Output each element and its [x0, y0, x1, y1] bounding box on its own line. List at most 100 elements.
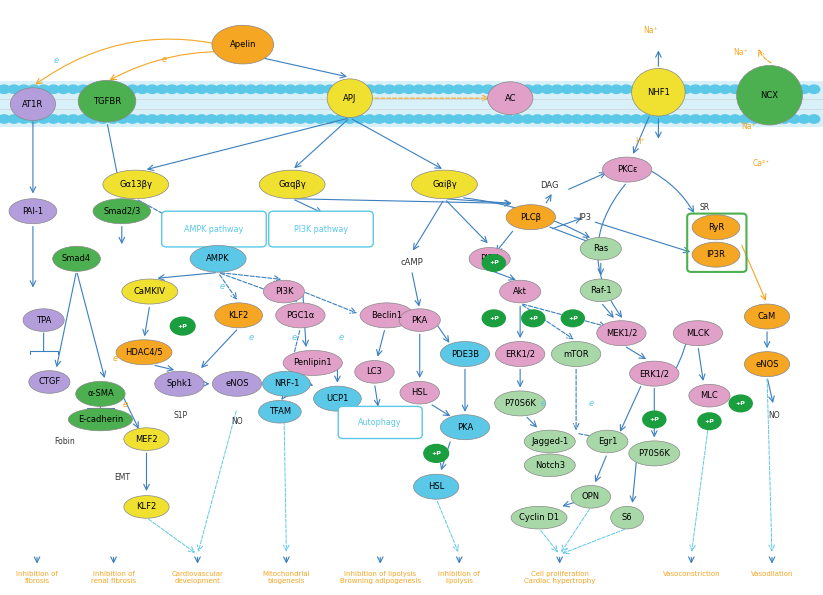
- Ellipse shape: [212, 371, 262, 396]
- Text: Vasoconstriction: Vasoconstriction: [663, 571, 720, 577]
- Ellipse shape: [737, 65, 802, 125]
- Circle shape: [463, 85, 474, 93]
- Circle shape: [48, 85, 59, 93]
- Text: Penlipin1: Penlipin1: [294, 358, 332, 368]
- Text: AMPK: AMPK: [207, 254, 230, 264]
- Circle shape: [690, 85, 701, 93]
- Circle shape: [265, 85, 277, 93]
- Text: Akt: Akt: [514, 287, 527, 296]
- Circle shape: [482, 115, 494, 123]
- Circle shape: [28, 85, 40, 93]
- Circle shape: [719, 115, 731, 123]
- Circle shape: [630, 115, 642, 123]
- Text: SR: SR: [700, 202, 709, 212]
- Text: MEK1/2: MEK1/2: [606, 328, 637, 338]
- Text: Gαiβγ: Gαiβγ: [432, 180, 457, 189]
- Circle shape: [403, 85, 415, 93]
- Circle shape: [769, 115, 780, 123]
- Circle shape: [502, 85, 514, 93]
- Circle shape: [472, 85, 484, 93]
- Text: E-cadherin: E-cadherin: [78, 415, 123, 424]
- Circle shape: [206, 115, 217, 123]
- FancyBboxPatch shape: [268, 211, 373, 247]
- Ellipse shape: [360, 303, 413, 328]
- Circle shape: [107, 85, 119, 93]
- Circle shape: [729, 395, 752, 412]
- Ellipse shape: [580, 237, 621, 260]
- Circle shape: [314, 115, 326, 123]
- Text: e: e: [220, 282, 225, 292]
- Ellipse shape: [276, 303, 325, 328]
- Circle shape: [680, 115, 691, 123]
- Ellipse shape: [327, 79, 372, 118]
- Circle shape: [226, 115, 237, 123]
- Text: APJ: APJ: [343, 93, 356, 103]
- Circle shape: [374, 85, 385, 93]
- Ellipse shape: [440, 415, 490, 440]
- Ellipse shape: [76, 381, 125, 406]
- Circle shape: [295, 85, 306, 93]
- Circle shape: [463, 115, 474, 123]
- Ellipse shape: [571, 486, 611, 508]
- Circle shape: [788, 115, 800, 123]
- Circle shape: [384, 115, 395, 123]
- Circle shape: [482, 85, 494, 93]
- Ellipse shape: [744, 352, 790, 377]
- Ellipse shape: [103, 170, 169, 199]
- Circle shape: [216, 85, 227, 93]
- Circle shape: [660, 85, 672, 93]
- Ellipse shape: [551, 342, 601, 367]
- Circle shape: [650, 115, 662, 123]
- Ellipse shape: [629, 441, 680, 466]
- Circle shape: [364, 115, 375, 123]
- Text: MEF2: MEF2: [135, 434, 158, 444]
- Circle shape: [28, 115, 40, 123]
- Circle shape: [630, 85, 642, 93]
- Circle shape: [127, 115, 138, 123]
- Text: Na⁺: Na⁺: [643, 26, 658, 36]
- Circle shape: [245, 115, 257, 123]
- Circle shape: [522, 310, 545, 327]
- Ellipse shape: [632, 68, 685, 116]
- Circle shape: [206, 85, 217, 93]
- Circle shape: [196, 115, 207, 123]
- Text: Smad2/3: Smad2/3: [103, 206, 141, 216]
- Circle shape: [522, 85, 533, 93]
- Circle shape: [374, 115, 385, 123]
- Circle shape: [453, 115, 464, 123]
- Text: Cardiovascular
development: Cardiovascular development: [171, 571, 224, 584]
- FancyBboxPatch shape: [0, 81, 823, 127]
- Text: CaM: CaM: [758, 312, 776, 321]
- Circle shape: [433, 115, 444, 123]
- Ellipse shape: [399, 309, 440, 331]
- Circle shape: [156, 85, 168, 93]
- Circle shape: [196, 85, 207, 93]
- Circle shape: [512, 115, 523, 123]
- FancyBboxPatch shape: [161, 211, 266, 247]
- Ellipse shape: [263, 371, 310, 396]
- Circle shape: [700, 115, 711, 123]
- Text: H⁺: H⁺: [635, 137, 645, 146]
- Ellipse shape: [495, 342, 545, 367]
- Circle shape: [729, 85, 741, 93]
- Text: Raf-1: Raf-1: [590, 286, 611, 295]
- Text: ERK1/2: ERK1/2: [639, 369, 669, 378]
- Circle shape: [235, 85, 247, 93]
- Circle shape: [591, 85, 602, 93]
- Circle shape: [166, 115, 178, 123]
- Text: HSL: HSL: [412, 388, 428, 397]
- Text: NHF1: NHF1: [647, 87, 670, 97]
- Circle shape: [542, 115, 553, 123]
- Text: P70S6K: P70S6K: [639, 449, 670, 458]
- Circle shape: [759, 85, 770, 93]
- Circle shape: [729, 115, 741, 123]
- Circle shape: [354, 85, 365, 93]
- Circle shape: [255, 115, 267, 123]
- Circle shape: [344, 85, 356, 93]
- Circle shape: [453, 85, 464, 93]
- Circle shape: [482, 310, 505, 327]
- Circle shape: [472, 115, 484, 123]
- Text: +P: +P: [736, 401, 746, 406]
- Circle shape: [77, 115, 89, 123]
- Circle shape: [808, 85, 820, 93]
